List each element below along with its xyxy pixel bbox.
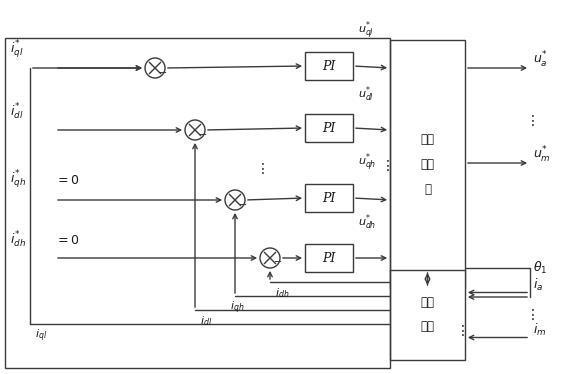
Text: $-$: $-$ bbox=[273, 257, 282, 266]
Text: PI: PI bbox=[322, 191, 336, 205]
Bar bbox=[390, 270, 465, 360]
Text: $u_{dh}^{*}$: $u_{dh}^{*}$ bbox=[358, 212, 376, 232]
Text: $\vdots$: $\vdots$ bbox=[525, 113, 535, 128]
Text: $i_{dh}$: $i_{dh}$ bbox=[275, 286, 289, 300]
Text: $i_{ql}$: $i_{ql}$ bbox=[35, 328, 47, 344]
Text: PI: PI bbox=[322, 251, 336, 264]
Text: 换: 换 bbox=[424, 183, 431, 196]
Bar bbox=[5, 38, 390, 368]
Bar bbox=[305, 114, 353, 142]
Text: $u_m^{*}$: $u_m^{*}$ bbox=[533, 145, 551, 165]
Text: PI: PI bbox=[322, 59, 336, 73]
Text: 变换: 变换 bbox=[420, 321, 435, 334]
Text: $u_a^{*}$: $u_a^{*}$ bbox=[533, 50, 548, 70]
Text: $i_{dl}$: $i_{dl}$ bbox=[200, 314, 212, 328]
Text: $i_{ql}^{*}$: $i_{ql}^{*}$ bbox=[10, 39, 23, 61]
Text: $u_{ql}^{*}$: $u_{ql}^{*}$ bbox=[358, 20, 374, 42]
Text: $=0$: $=0$ bbox=[55, 174, 79, 187]
Text: 坐标: 坐标 bbox=[420, 132, 435, 145]
Text: $i_a$: $i_a$ bbox=[533, 276, 543, 292]
Text: $u_{qh}^{*}$: $u_{qh}^{*}$ bbox=[358, 152, 376, 174]
Text: $i_{dh}^{*}$: $i_{dh}^{*}$ bbox=[10, 230, 26, 250]
Text: 坐标: 坐标 bbox=[420, 297, 435, 310]
Text: $i_{qh}$: $i_{qh}$ bbox=[230, 300, 244, 316]
Bar bbox=[305, 184, 353, 212]
Text: $\vdots$: $\vdots$ bbox=[525, 307, 535, 322]
Text: $\vdots$: $\vdots$ bbox=[255, 160, 265, 175]
Text: $=0$: $=0$ bbox=[55, 233, 79, 246]
Text: $i_{qh}^{*}$: $i_{qh}^{*}$ bbox=[10, 169, 26, 191]
Text: 逆变: 逆变 bbox=[420, 157, 435, 171]
Text: $-$: $-$ bbox=[158, 67, 167, 76]
Text: $i_{dl}^{*}$: $i_{dl}^{*}$ bbox=[10, 102, 23, 122]
Text: $u_{dl}^{*}$: $u_{dl}^{*}$ bbox=[358, 85, 374, 104]
Text: $i_m$: $i_m$ bbox=[533, 321, 546, 338]
Bar bbox=[390, 40, 465, 288]
Bar bbox=[305, 244, 353, 272]
Text: $-$: $-$ bbox=[198, 129, 207, 138]
Text: $\vdots$: $\vdots$ bbox=[380, 157, 390, 172]
Text: PI: PI bbox=[322, 122, 336, 135]
Text: $\theta_1$: $\theta_1$ bbox=[533, 260, 548, 276]
Text: $-$: $-$ bbox=[238, 199, 247, 208]
Text: $\vdots$: $\vdots$ bbox=[455, 322, 465, 337]
Bar bbox=[305, 52, 353, 80]
